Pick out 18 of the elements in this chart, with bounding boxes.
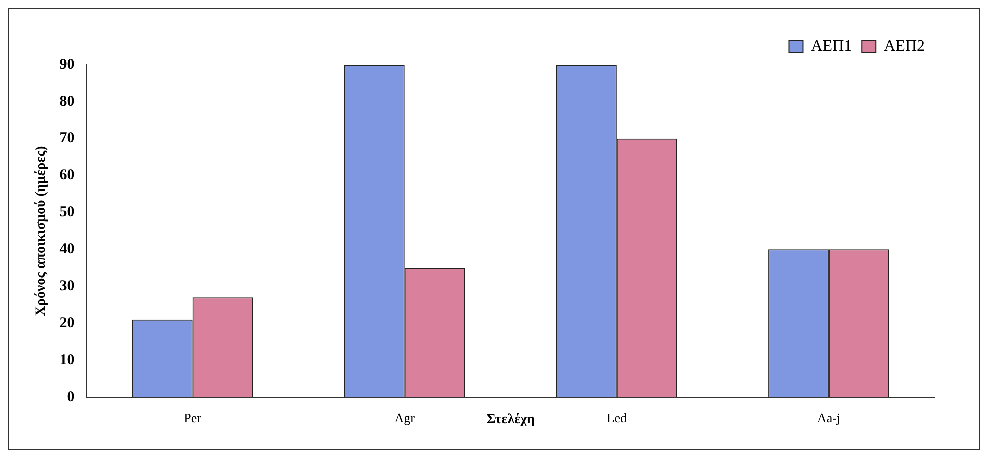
y-axis-title: Χρόνος αποικισμού (ημέρες) (34, 146, 50, 316)
x-tick-label: Per (184, 410, 202, 426)
x-tick-label: Led (606, 410, 628, 426)
y-tick-label: 10 (60, 352, 75, 368)
y-tick-label: 90 (60, 56, 75, 73)
x-tick-label: Aa-j (817, 410, 841, 426)
y-tick-label: 70 (60, 130, 75, 147)
y-tick-label: 20 (60, 315, 75, 332)
x-tick-label: Agr (394, 410, 416, 426)
y-tick-label: 50 (60, 204, 75, 221)
y-tick-label: 40 (60, 242, 75, 258)
y-tick-label: 60 (60, 168, 75, 184)
legend-label: ΑΕΠ1 (811, 38, 852, 56)
y-tick-label: 80 (60, 94, 75, 110)
legend-label: ΑΕΠ2 (884, 38, 926, 56)
y-tick-label: 30 (60, 278, 75, 294)
x-axis-title: Στελέχη (486, 412, 536, 428)
y-tick-label: 0 (67, 389, 75, 406)
